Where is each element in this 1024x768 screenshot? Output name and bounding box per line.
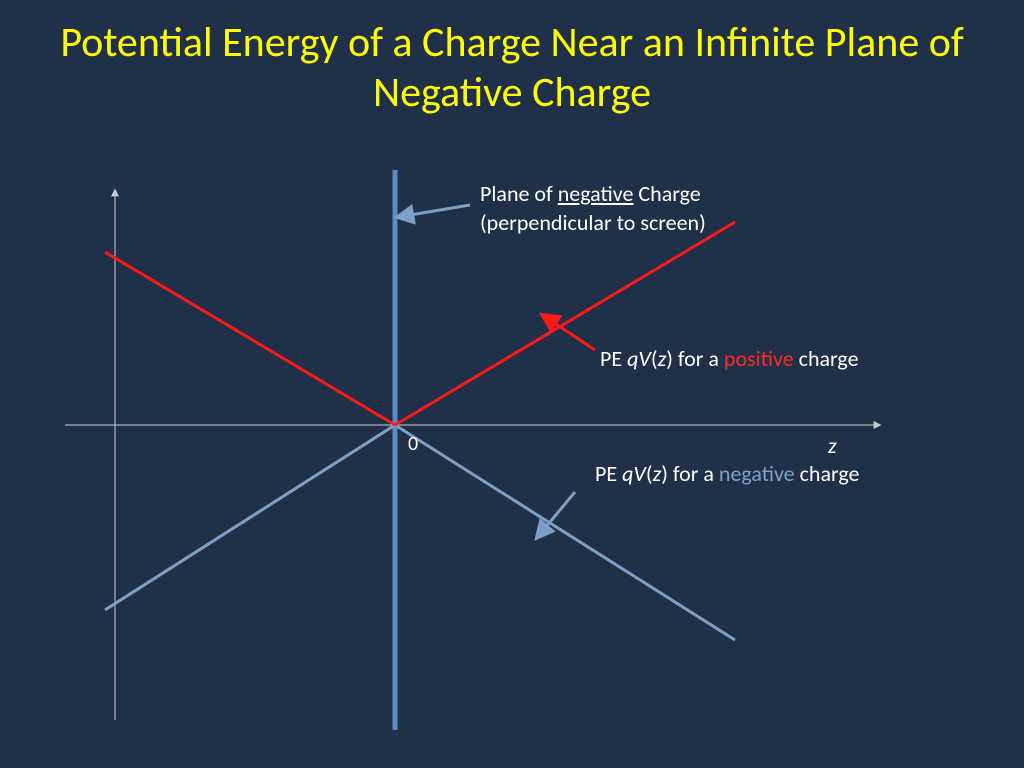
slide-title: Potential Energy of a Charge Near an Inf… <box>0 0 1024 119</box>
chart-svg <box>0 160 1024 750</box>
negative-pe-annotation-text: PE qV(z) for a negative charge <box>595 460 860 489</box>
pe-positive-right <box>395 222 735 425</box>
chart-area: z 0 Plane of negative Charge (perpendicu… <box>0 160 1024 750</box>
positive-pe-annotation-text: PE qV(z) for a positive charge <box>600 345 859 374</box>
negative-annotation-arrow <box>545 492 575 528</box>
pe-negative-left <box>105 425 395 610</box>
z-axis-label: z <box>828 432 837 459</box>
plane-annotation-arrow <box>410 205 470 215</box>
positive-annotation-arrow <box>553 322 595 350</box>
plane-annotation-text: Plane of negative Charge (perpendicular … <box>480 180 706 237</box>
origin-zero-label: 0 <box>408 432 418 456</box>
pe-positive-left <box>105 252 395 425</box>
pe-negative-right <box>395 425 735 640</box>
